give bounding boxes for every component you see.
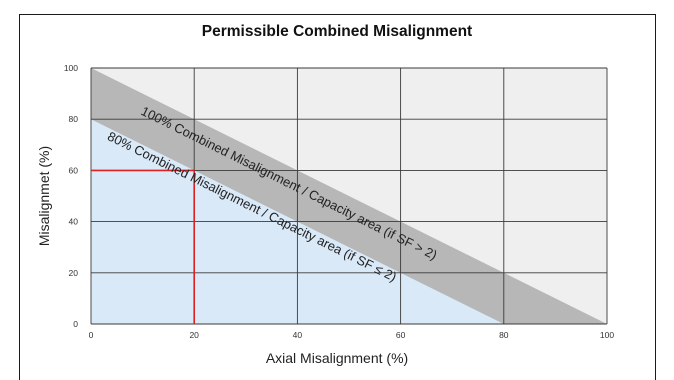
y-tick-label: 0 xyxy=(73,319,78,329)
x-tick-label: 60 xyxy=(396,330,406,340)
y-tick-label: 100 xyxy=(64,63,78,73)
x-tick-labels: 0 20 40 60 80 100 xyxy=(89,330,615,340)
x-tick-label: 80 xyxy=(499,330,509,340)
x-tick-label: 100 xyxy=(600,330,614,340)
y-tick-label: 40 xyxy=(69,217,79,227)
x-tick-label: 0 xyxy=(89,330,94,340)
y-tick-label: 80 xyxy=(69,114,79,124)
reference-lines xyxy=(91,169,195,324)
y-tick-labels: 0 20 40 60 80 100 xyxy=(64,63,78,329)
chart-title: Permissible Combined Misalignment xyxy=(201,23,473,40)
y-tick-label: 60 xyxy=(69,165,79,175)
x-tick-label: 20 xyxy=(189,330,199,340)
y-tick-label: 20 xyxy=(69,268,79,278)
x-axis-label: Axial Misalignment (%) xyxy=(265,350,409,366)
x-tick-label: 40 xyxy=(293,330,303,340)
chart-frame xyxy=(19,14,656,380)
